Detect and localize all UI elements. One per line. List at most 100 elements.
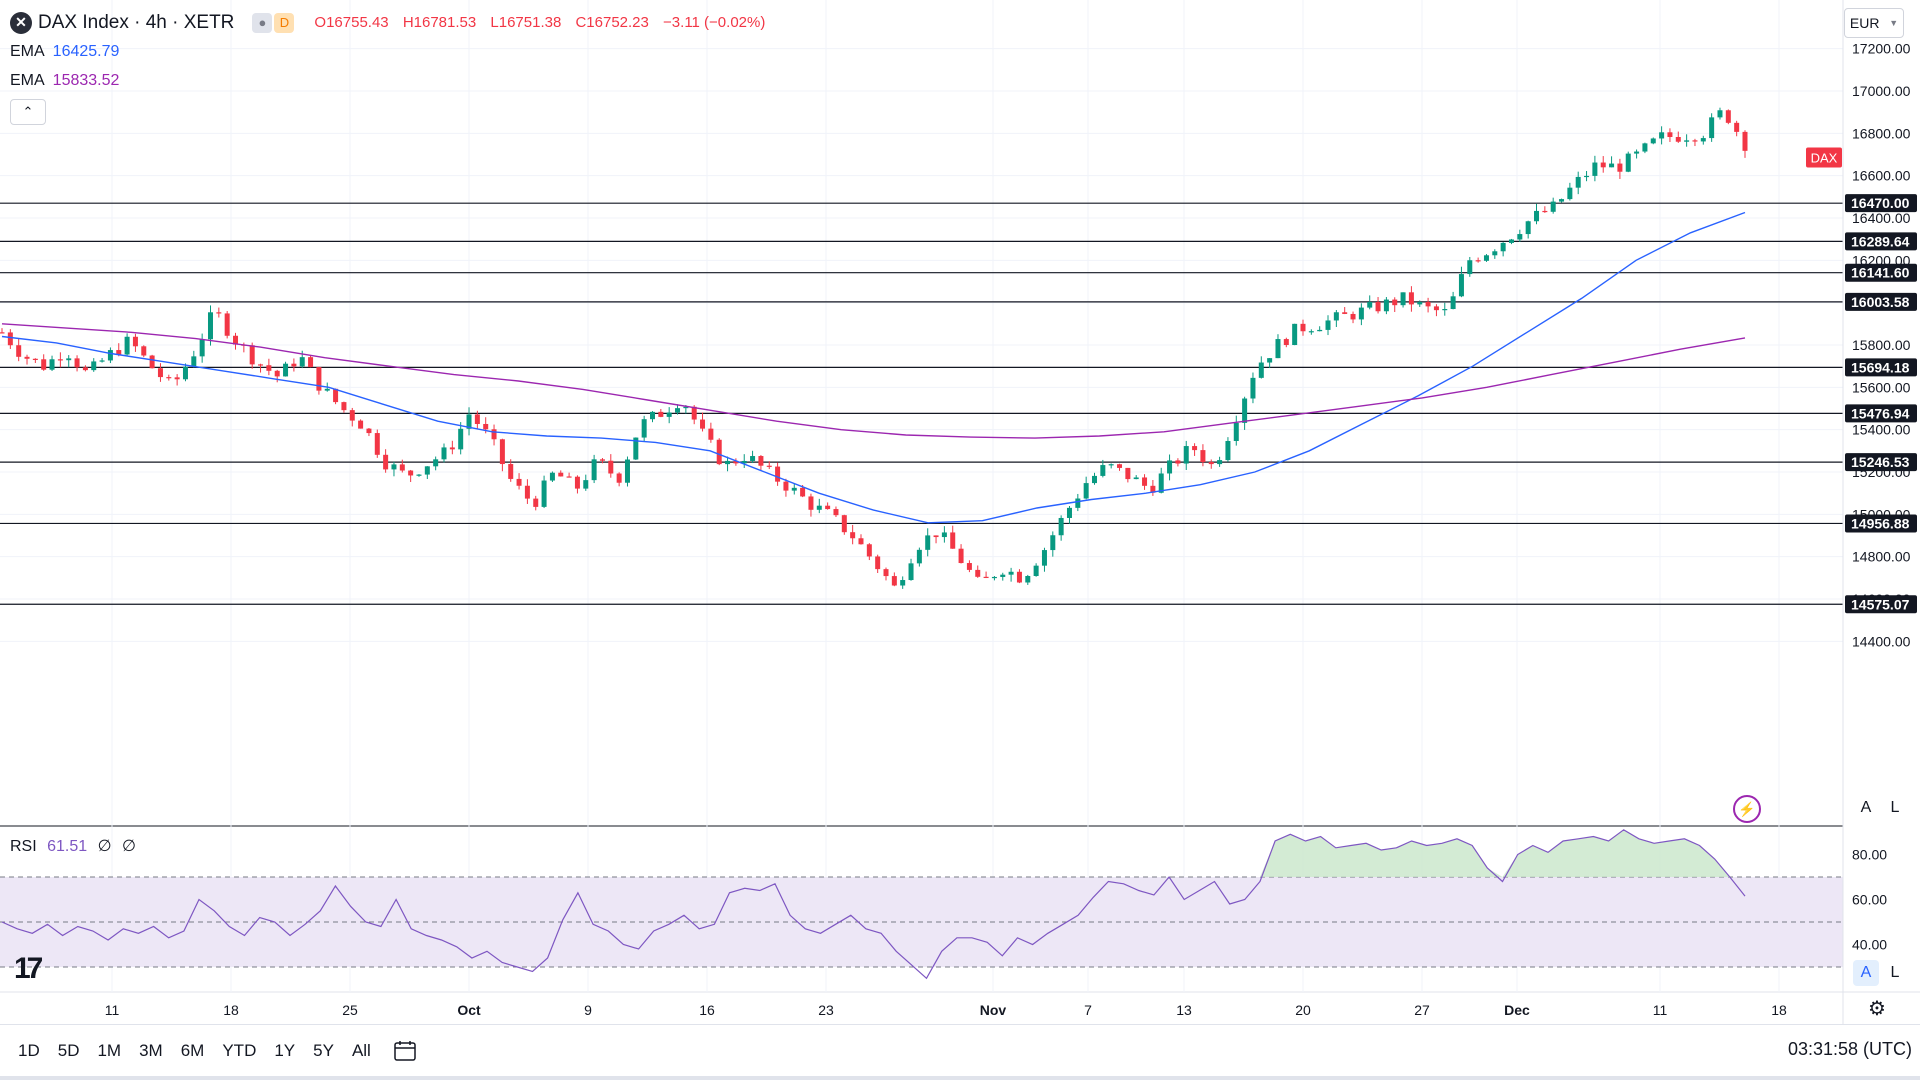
candle-body [1025,576,1031,583]
currency-button[interactable]: EUR ▼ [1844,8,1904,38]
candle-body [1300,323,1306,332]
candle-body [858,538,864,545]
ema-slow-label[interactable]: EMA [10,71,45,89]
level-label: 16470.00 [1851,195,1910,211]
candle-body [1192,446,1198,451]
time-tick-label: 18 [223,1002,239,1018]
symbol-title[interactable]: DAX Index · 4h · XETR [38,11,235,33]
candle-body [1508,239,1514,243]
collapse-legend-button[interactable]: ⌃ [10,99,46,125]
candle-body [7,332,13,346]
time-tick-label: 7 [1084,1002,1092,1018]
range-6m[interactable]: 6M [180,1041,205,1060]
candle-body [1167,460,1173,474]
range-1m[interactable]: 1M [97,1041,122,1060]
range-all[interactable]: All [351,1041,371,1060]
price-axis[interactable]: 14400.0014600.0014800.0015000.0015200.00… [1806,0,1917,1024]
ema-fast-label[interactable]: EMA [10,42,45,60]
candle-body [91,361,97,371]
lightning-icon[interactable]: ⚡ [1733,795,1761,823]
candle-body [1675,136,1681,142]
gear-icon[interactable]: ⚙ [1868,998,1886,1020]
candle-body [1517,234,1523,240]
candle-body [541,480,547,507]
rsi-auto-scale-button[interactable]: A [1853,960,1879,986]
time-axis[interactable]: 11 18 25 Oct 9 16 23 Nov 7 13 20 27 Dec 11 18 [105,1002,1787,1018]
candle-body [700,419,706,429]
tradingview-logo[interactable]: 17 [14,952,43,985]
candle-body [308,357,314,368]
grid [0,0,1920,993]
candle-body [583,480,589,489]
delayed-badge[interactable]: D [274,12,295,33]
time-tick-label: Dec [1504,1002,1530,1018]
candle-body [66,358,72,361]
level-label: 14956.88 [1851,515,1910,531]
ema-fast-line [1,211,1746,524]
candle-body [675,408,681,413]
candle-body [1467,260,1473,275]
log-scale-button[interactable]: L [1890,799,1900,816]
candle-body [1100,465,1106,476]
candle-body [883,569,889,577]
candle-body [683,406,689,409]
rsi-line [1,829,1746,980]
candle-body [1584,175,1590,178]
candle-body [157,368,163,378]
ohlc-values: O16755.43 H16781.53 L16751.38 C16752.23 … [314,14,775,31]
candle-body [549,472,555,481]
candle-body [1575,176,1581,188]
candle-body [333,388,339,403]
rsi-label[interactable]: RSI [10,838,37,855]
level-label-bg [1845,358,1917,377]
candle-body [733,460,739,464]
time-tick-label: 18 [1771,1002,1787,1018]
candle-body [925,535,931,550]
candle-body [608,460,614,474]
candle-body [1450,296,1456,310]
price-tick-label: 16600.00 [1852,168,1911,184]
candle-body [708,428,714,440]
calendar-icon[interactable] [393,1040,417,1062]
candles [0,107,1748,589]
candle-body [366,428,372,434]
bottom-strip [0,1076,1920,1080]
candle-body [1050,535,1056,551]
rsi-value: 61.51 [47,838,88,855]
rsi-log-scale-button[interactable]: L [1890,964,1900,981]
candle-body [991,576,997,579]
clock[interactable]: 03:31:58 (UTC) [1787,1039,1912,1059]
range-5y[interactable]: 5Y [313,1041,334,1060]
time-tick-label: 27 [1414,1002,1430,1018]
level-label-bg [1845,514,1917,533]
candle-body [1684,140,1690,142]
price-tick-label: 14800.00 [1852,549,1911,565]
range-5d[interactable]: 5D [57,1041,80,1060]
candle-body [1525,221,1531,235]
rsi-tick-label: 40.00 [1852,937,1887,953]
candle-body [775,466,781,482]
candle-body [174,377,180,380]
level-label: 15694.18 [1851,359,1910,375]
candle-body [891,576,897,586]
range-1y[interactable]: 1Y [274,1041,296,1060]
candle-body [1233,422,1239,441]
auto-scale-button[interactable]: A [1860,799,1872,816]
candle-body [616,473,622,483]
candle-body [808,496,814,510]
level-label-bg [1845,595,1917,614]
time-tick-label: 13 [1176,1002,1192,1018]
price-tick-label: 15600.00 [1852,379,1911,395]
level-label: 16141.60 [1851,265,1910,281]
range-ytd[interactable]: YTD [222,1041,257,1060]
candle-body [274,370,280,377]
candle-body [983,576,989,579]
market-status-icon[interactable]: ● [252,12,273,33]
candle-body [1483,255,1489,261]
range-1d[interactable]: 1D [18,1041,40,1060]
range-3m[interactable]: 3M [139,1041,163,1060]
price-tick-label: 16400.00 [1852,210,1911,226]
candle-body [833,509,839,516]
candle-body [816,505,822,510]
